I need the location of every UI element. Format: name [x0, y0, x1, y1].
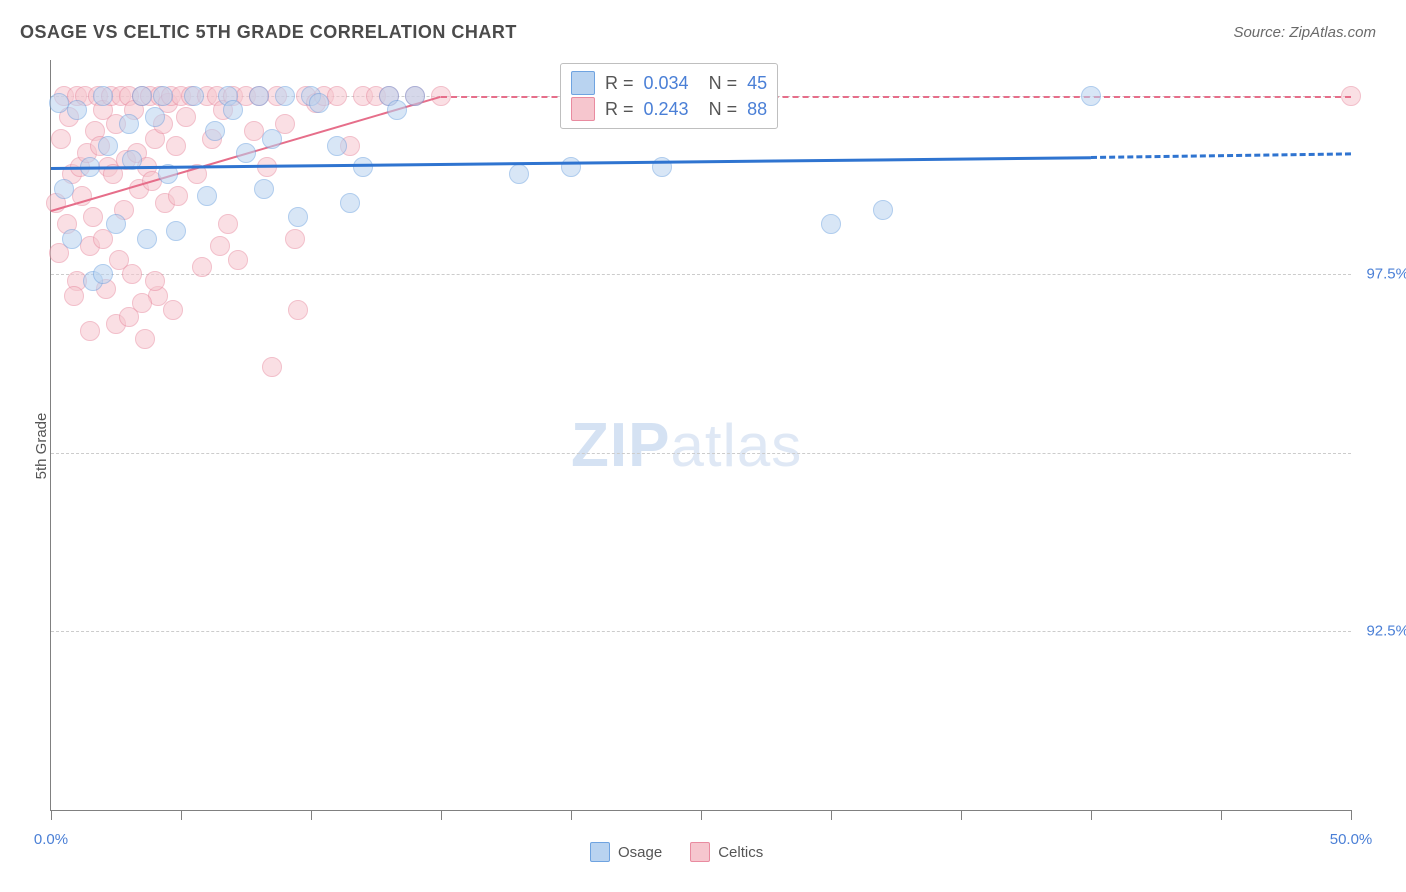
watermark: ZIPatlas [571, 410, 802, 481]
y-tick-label: 97.5% [1366, 266, 1406, 283]
osage-point [821, 214, 841, 234]
celtics-point [285, 229, 305, 249]
osage-point [184, 86, 204, 106]
celtics-point [168, 186, 188, 206]
legend-stats-box: R =0.034N =45R =0.243N =88 [560, 63, 778, 129]
legend-item: Osage [590, 842, 662, 862]
x-tick [961, 810, 962, 820]
osage-point [249, 86, 269, 106]
celtics-point [218, 214, 238, 234]
osage-point [119, 114, 139, 134]
osage-point [561, 157, 581, 177]
celtics-point [145, 271, 165, 291]
osage-point [98, 136, 118, 156]
celtics-point [64, 286, 84, 306]
legend-bottom: Osage Celtics [590, 842, 763, 862]
osage-point [262, 129, 282, 149]
legend-swatch [590, 842, 610, 862]
x-tick [311, 810, 312, 820]
legend-swatch [571, 97, 595, 121]
celtics-point [288, 300, 308, 320]
osage-point [236, 143, 256, 163]
osage-point [509, 164, 529, 184]
osage-point [405, 86, 425, 106]
celtics-point [135, 329, 155, 349]
osage-point [873, 200, 893, 220]
legend-swatch [571, 71, 595, 95]
celtics-point [132, 293, 152, 313]
chart-title: OSAGE VS CELTIC 5TH GRADE CORRELATION CH… [20, 22, 517, 43]
osage-point [353, 157, 373, 177]
osage-point [197, 186, 217, 206]
legend-swatch [690, 842, 710, 862]
x-tick [181, 810, 182, 820]
osage-point [93, 86, 113, 106]
y-tick-label: 92.5% [1366, 623, 1406, 640]
legend-stats-row: R =0.034N =45 [571, 70, 767, 96]
osage-point [205, 121, 225, 141]
osage-point [254, 179, 274, 199]
osage-point [288, 207, 308, 227]
plot-area: ZIPatlas 92.5%97.5%0.0%50.0% [50, 60, 1351, 811]
legend-item: Celtics [690, 842, 763, 862]
x-tick-label: 50.0% [1330, 831, 1373, 848]
celtics-point [228, 250, 248, 270]
gridline [51, 453, 1351, 454]
gridline [51, 274, 1351, 275]
x-tick [51, 810, 52, 820]
osage-point [153, 86, 173, 106]
celtics-point [210, 236, 230, 256]
osage-point [275, 86, 295, 106]
osage-point [132, 86, 152, 106]
x-tick [571, 810, 572, 820]
osage-point [1081, 86, 1101, 106]
osage-point [309, 93, 329, 113]
celtics-point [163, 300, 183, 320]
x-tick [1351, 810, 1352, 820]
osage-point [54, 179, 74, 199]
x-tick [1221, 810, 1222, 820]
osage-point [106, 214, 126, 234]
x-tick [1091, 810, 1092, 820]
celtics-point [83, 207, 103, 227]
celtics-point [244, 121, 264, 141]
celtics-point [192, 257, 212, 277]
celtics-point [176, 107, 196, 127]
osage-point [223, 100, 243, 120]
x-tick-label: 0.0% [34, 831, 68, 848]
osage-point [62, 229, 82, 249]
osage-point [387, 100, 407, 120]
celtics-point [80, 321, 100, 341]
x-tick [831, 810, 832, 820]
osage-point [166, 221, 186, 241]
x-tick [701, 810, 702, 820]
osage-point [145, 107, 165, 127]
legend-stats-row: R =0.243N =88 [571, 96, 767, 122]
celtics-point [327, 86, 347, 106]
celtics-point [262, 357, 282, 377]
osage-point [340, 193, 360, 213]
celtics-point [122, 264, 142, 284]
osage-point [93, 264, 113, 284]
osage-point [49, 93, 69, 113]
celtics-point [166, 136, 186, 156]
y-axis-label: 5th Grade [33, 413, 50, 480]
osage-point [327, 136, 347, 156]
chart-container: OSAGE VS CELTIC 5TH GRADE CORRELATION CH… [0, 0, 1406, 892]
osage-point [67, 100, 87, 120]
x-tick [441, 810, 442, 820]
gridline [51, 631, 1351, 632]
source-label: Source: ZipAtlas.com [1233, 24, 1376, 41]
trend-line [1091, 153, 1351, 160]
celtics-point [51, 129, 71, 149]
osage-point [137, 229, 157, 249]
